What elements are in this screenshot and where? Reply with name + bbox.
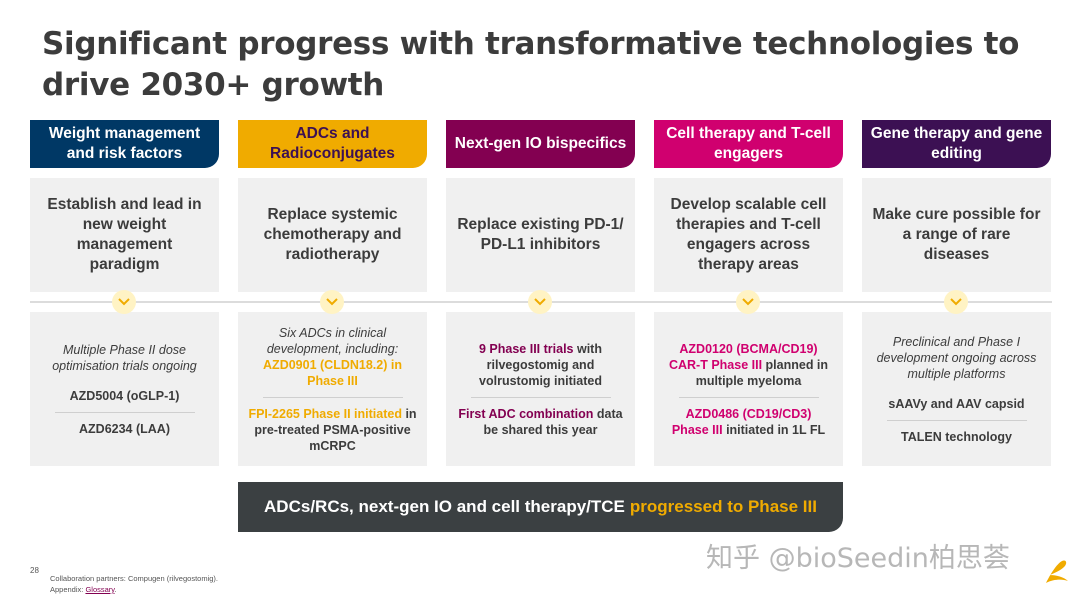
column-adcs: ADCs and Radioconjugates Replace systemi…: [238, 120, 427, 466]
page-number: 28: [30, 566, 39, 575]
chevron-down-icon: [528, 290, 552, 314]
divider: [470, 396, 611, 398]
column-gene-therapy: Gene therapy and gene editing Make cure …: [862, 120, 1051, 466]
page-title: Significant progress with transformative…: [42, 26, 1020, 103]
detail-text: AZD5004 (oGLP-1): [69, 388, 180, 403]
column-goal: Replace existing PD-1/ PD-L1 inhibitors: [446, 178, 635, 292]
column-header: Next-gen IO bispecifics: [446, 120, 635, 168]
detail-text: TALEN technology: [901, 429, 1012, 444]
detail-highlight: 9 Phase III trials: [479, 341, 574, 356]
footnote-line: Collaboration partners: Compugen (rilveg…: [50, 574, 218, 583]
chevron-down-icon: [944, 290, 968, 314]
detail-text: AZD0486 (CD19/CD3) Phase III initiated in…: [672, 406, 825, 438]
divider: [886, 419, 1027, 421]
detail-text: AZD0120 (BCMA/CD19) CAR-T Phase III plann…: [664, 341, 833, 389]
detail-highlight: FPI-2265 Phase II initiated: [248, 406, 402, 421]
divider: [262, 396, 403, 398]
divider: [54, 411, 195, 413]
footnote-prefix: Appendix:: [50, 585, 84, 594]
detail-text: First ADC combination data be shared thi…: [456, 406, 625, 438]
detail-text: Six ADCs in clinical development, includ…: [266, 325, 399, 356]
divider: [678, 396, 819, 398]
detail-text: AZD6234 (LAA): [79, 421, 170, 436]
detail-highlight: Phase III: [671, 422, 723, 437]
column-goal: Make cure possible for a range of rare d…: [862, 178, 1051, 292]
column-goal: Establish and lead in new weight managem…: [30, 178, 219, 292]
detail-highlight: First ADC combination: [458, 406, 594, 421]
column-detail: Six ADCs in clinical development, includ…: [238, 312, 427, 466]
detail-highlight: AZD0901 (CLDN18.2) in Phase III: [263, 357, 402, 388]
detail-text: planned in multiple myeloma: [695, 357, 829, 388]
detail-text: in pre-treated PSMA-positive mCRPC: [254, 406, 417, 453]
detail-text: initiated in 1L FL: [726, 422, 826, 437]
astrazeneca-logo: [1046, 560, 1068, 583]
chevron-down-icon: [320, 290, 344, 314]
column-header: Gene therapy and gene editing: [862, 120, 1051, 168]
detail-text: data be shared this year: [483, 406, 623, 437]
footnote: Collaboration partners: Compugen (rilveg…: [50, 573, 218, 595]
banner-text: ADCs/RCs, next-gen IO and cell therapy/T…: [264, 497, 625, 516]
column-header: Weight management and risk factors: [30, 120, 219, 168]
detail-text: Preclinical and Phase I development ongo…: [876, 334, 1037, 381]
column-detail: Multiple Phase II dose optimisation tria…: [30, 312, 219, 466]
detail-highlight: CAR-T Phase III: [668, 357, 763, 372]
summary-banner: ADCs/RCs, next-gen IO and cell therapy/T…: [238, 482, 843, 532]
column-header: Cell therapy and T-cell engagers: [654, 120, 843, 168]
column-detail: 9 Phase III trials with rilvegostomig an…: [446, 312, 635, 466]
column-detail: AZD0120 (BCMA/CD19) CAR-T Phase III plann…: [654, 312, 843, 466]
glossary-link[interactable]: Glossary: [85, 585, 115, 594]
column-goal: Develop scalable cell therapies and T-ce…: [654, 178, 843, 292]
detail-text: FPI-2265 Phase II initiated in pre-treat…: [248, 406, 417, 454]
detail-text: with rilvegostomig and volrustomig initi…: [479, 341, 602, 388]
column-io-bispecifics: Next-gen IO bispecifics Replace existing…: [446, 120, 635, 466]
footnote-suffix: .: [114, 585, 117, 594]
column-header: ADCs and Radioconjugates: [238, 120, 427, 168]
banner-highlight: progressed to Phase III: [629, 497, 817, 516]
detail-text: sAAVy and AAV capsid: [888, 396, 1025, 411]
detail-highlight: AZD0120 (BCMA/CD19): [679, 341, 818, 356]
column-cell-therapy: Cell therapy and T-cell engagers Develop…: [654, 120, 843, 466]
footnote-line: Appendix: Glossary.: [50, 584, 218, 595]
chevron-down-icon: [736, 290, 760, 314]
column-weight-management: Weight management and risk factors Estab…: [30, 120, 219, 466]
detail-text: 9 Phase III trials with rilvegostomig an…: [456, 341, 625, 389]
column-detail: Preclinical and Phase I development ongo…: [862, 312, 1051, 466]
detail-text: Multiple Phase II dose optimisation tria…: [52, 342, 197, 373]
column-goal: Replace systemic chemotherapy and radiot…: [238, 178, 427, 292]
detail-highlight: AZD0486 (CD19/CD3): [685, 406, 812, 421]
watermark: 知乎 @bioSeedin柏思荟: [706, 543, 1010, 574]
chevron-down-icon: [112, 290, 136, 314]
